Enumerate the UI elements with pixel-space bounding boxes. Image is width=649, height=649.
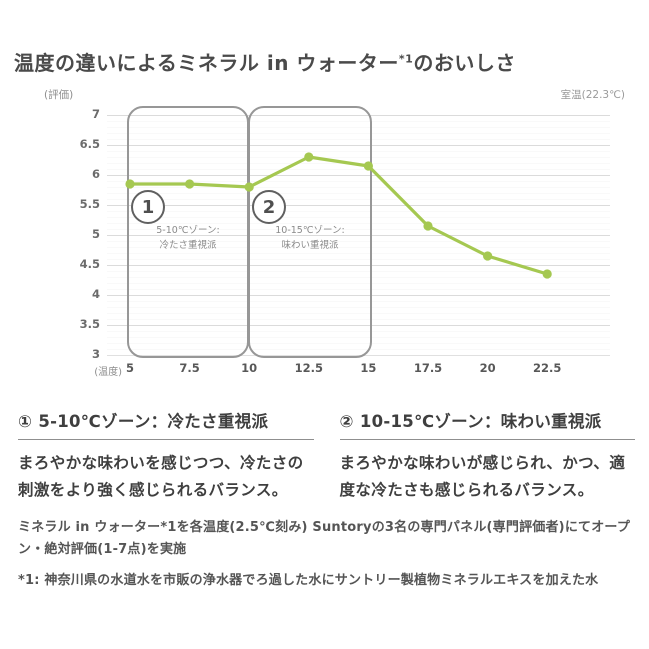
- series-line: [130, 155, 548, 276]
- gridline: [107, 205, 610, 206]
- zone-2-label: 10-15℃ゾーン: 味わい重視派: [250, 223, 370, 253]
- data-point: [244, 182, 254, 192]
- zone-1-description: ① 5-10℃ゾーン：冷たさ重視派 まろやかな味わいを感じつつ、冷たさの刺激をよ…: [18, 408, 314, 504]
- zone-1-label-line2: 冷たさ重視派: [159, 240, 217, 251]
- zone-descriptions: ① 5-10℃ゾーン：冷たさ重視派 まろやかな味わいを感じつつ、冷たさの刺激をよ…: [18, 408, 635, 504]
- gridline: [107, 175, 610, 176]
- zone-1-label: 5-10℃ゾーン: 冷たさ重視派: [129, 223, 247, 253]
- zone-2-label-line1: 10-15℃ゾーン:: [275, 225, 345, 236]
- zone-2-number-badge: 2: [252, 190, 286, 224]
- y-axis-unit-label: (評価): [44, 89, 74, 101]
- zone-1-number-badge: 1: [131, 190, 165, 224]
- gridline: [107, 235, 610, 236]
- y-tick-label: 4: [91, 287, 100, 301]
- zone-2-heading: ② 10-15℃ゾーン：味わい重視派: [339, 408, 635, 440]
- y-tick-label: 3: [91, 347, 100, 361]
- y-tick-label: 6.5: [79, 137, 100, 151]
- zone-1-heading: ① 5-10℃ゾーン：冷たさ重視派: [18, 408, 314, 440]
- y-tick-label: 5.5: [79, 197, 100, 211]
- data-point: [423, 221, 433, 231]
- room-temperature-note: 室温(22.3℃): [560, 89, 625, 101]
- x-tick-label: 15: [360, 361, 377, 375]
- page-title-main: 温度の違いによるミネラル in ウォーター: [14, 51, 399, 75]
- y-tick-label: 7: [91, 107, 100, 121]
- page-title: 温度の違いによるミネラル in ウォーター*1のおいしさ: [14, 47, 516, 76]
- data-point: [363, 161, 373, 171]
- zone-box-flavor: 2 10-15℃ゾーン: 味わい重視派: [248, 106, 372, 358]
- source-footnote: *1: 神奈川県の水道水を市販の浄水器でろ過した水にサントリー製植物ミネラルエキ…: [18, 573, 599, 588]
- zone-2-label-line2: 味わい重視派: [281, 240, 339, 251]
- x-tick-label: 22.5: [533, 361, 562, 375]
- taste-rating-line-series: [125, 152, 552, 279]
- gridline: [107, 145, 610, 146]
- taste-vs-temperature-chart: (評価) 室温(22.3℃) 7 6.5 6 5.5 5 4.5 4 3.5 3 1 5-10℃…: [0, 85, 649, 385]
- plot-minor-grid: [107, 115, 610, 355]
- x-tick-label: 17.5: [413, 361, 443, 375]
- gridline: [107, 325, 610, 326]
- data-point: [483, 251, 493, 261]
- page-title-footnote-marker: *1: [398, 52, 414, 66]
- zone-1-label-line1: 5-10℃ゾーン:: [156, 225, 220, 236]
- x-tick-label: 5: [125, 361, 134, 375]
- data-point: [125, 179, 135, 189]
- zone-2-description: ② 10-15℃ゾーン：味わい重視派 まろやかな味わいが感じられ、かつ、適度な冷…: [339, 408, 635, 504]
- y-tick-label: 5: [91, 227, 100, 241]
- zone-1-body-text: まろやかな味わいを感じつつ、冷たさの刺激をより強く感じられるバランス。: [18, 454, 304, 499]
- x-tick-label: 7.5: [179, 361, 200, 375]
- method-footnote: ミネラル in ウォーター*1を各温度(2.5℃刻み) Suntoryの3名の専…: [18, 520, 631, 557]
- footnotes: ミネラル in ウォーター*1を各温度(2.5℃刻み) Suntoryの3名の専…: [18, 517, 636, 592]
- y-tick-label: 3.5: [79, 317, 100, 331]
- x-tick-label: 20: [479, 361, 496, 375]
- x-axis-unit-label: (温度): [94, 367, 122, 378]
- data-point: [542, 269, 552, 279]
- y-tick-label: 6: [91, 167, 100, 181]
- gridline: [107, 295, 610, 296]
- page-title-tail: のおいしさ: [413, 51, 516, 75]
- x-tick-label: 10: [241, 361, 258, 375]
- zone-2-body-text: まろやかな味わいが感じられ、かつ、適度な冷たさも感じられるバランス。: [339, 454, 626, 499]
- data-point: [304, 152, 314, 162]
- data-point: [185, 179, 195, 189]
- gridline: [107, 265, 610, 266]
- x-tick-label: 12.5: [294, 361, 323, 375]
- y-tick-label: 4.5: [79, 257, 100, 271]
